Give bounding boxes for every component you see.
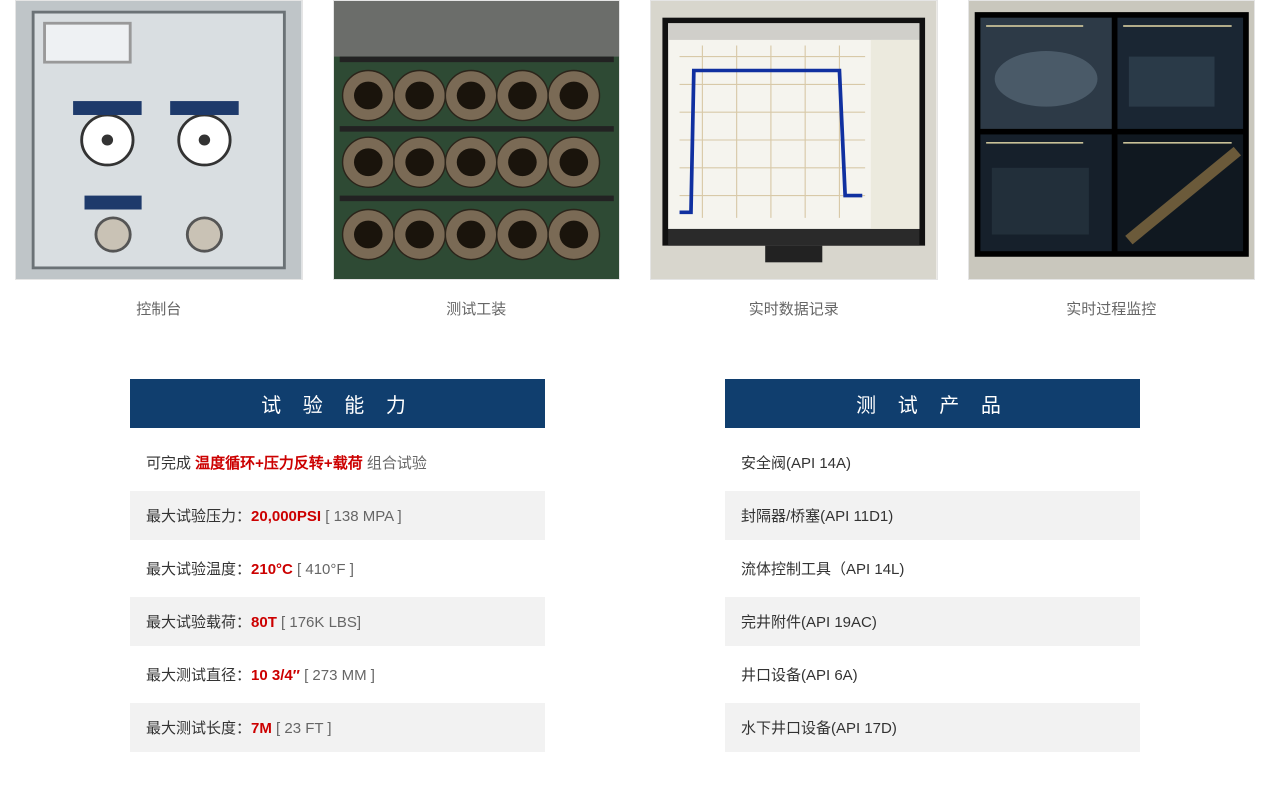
product-row: 安全阀(API 14A) bbox=[725, 438, 1140, 487]
info-columns: 试 验 能 力 可完成 温度循环+压力反转+载荷 组合试验 最大试验压力：20,… bbox=[15, 379, 1255, 786]
cap-tail: [ 176K LBS] bbox=[277, 614, 361, 631]
cap-label: 最大测试长度： bbox=[146, 720, 251, 737]
products-header: 测 试 产 品 bbox=[725, 379, 1140, 428]
cap-label: 可完成 bbox=[146, 455, 195, 472]
capability-header: 试 验 能 力 bbox=[130, 379, 545, 428]
gallery-item-monitoring: 实时过程监控 bbox=[968, 0, 1256, 319]
product-row: 井口设备(API 6A) bbox=[725, 650, 1140, 699]
thumb-control-panel bbox=[15, 0, 303, 280]
cap-label: 最大试验温度： bbox=[146, 561, 251, 578]
capability-row: 可完成 温度循环+压力反转+载荷 组合试验 bbox=[130, 438, 545, 487]
product-row: 封隔器/桥塞(API 11D1) bbox=[725, 491, 1140, 540]
caption-fixtures: 测试工装 bbox=[446, 298, 506, 319]
cap-tail: [ 273 MM ] bbox=[300, 667, 375, 684]
caption-data-record: 实时数据记录 bbox=[749, 298, 839, 319]
capability-row: 最大试验载荷：80T [ 176K LBS] bbox=[130, 597, 545, 646]
product-row: 流体控制工具（API 14L) bbox=[725, 544, 1140, 593]
caption-control-panel: 控制台 bbox=[136, 298, 181, 319]
cap-tail: [ 410°F ] bbox=[293, 561, 354, 578]
caption-monitoring: 实时过程监控 bbox=[1066, 298, 1156, 319]
capability-row: 最大测试直径：10 3/4″ [ 273 MM ] bbox=[130, 650, 545, 699]
cap-highlight: 210°C bbox=[251, 561, 293, 578]
thumb-monitoring bbox=[968, 0, 1256, 280]
thumb-data-record bbox=[650, 0, 938, 280]
cap-label: 最大测试直径： bbox=[146, 667, 251, 684]
product-row: 水下井口设备(API 17D) bbox=[725, 703, 1140, 752]
cap-highlight: 温度循环+压力反转+载荷 bbox=[195, 455, 363, 472]
thumb-fixtures bbox=[333, 0, 621, 280]
cap-highlight: 80T bbox=[251, 614, 277, 631]
cap-highlight: 10 3/4″ bbox=[251, 667, 300, 684]
gallery-item-data-record: 实时数据记录 bbox=[650, 0, 938, 319]
capability-row: 最大试验温度：210°C [ 410°F ] bbox=[130, 544, 545, 593]
cap-tail: [ 138 MPA ] bbox=[321, 508, 402, 525]
cap-highlight: 20,000PSI bbox=[251, 508, 321, 525]
capability-row: 最大试验压力：20,000PSI [ 138 MPA ] bbox=[130, 491, 545, 540]
capability-column: 试 验 能 力 可完成 温度循环+压力反转+载荷 组合试验 最大试验压力：20,… bbox=[130, 379, 545, 756]
cap-tail: [ 23 FT ] bbox=[272, 720, 332, 737]
cap-highlight: 7M bbox=[251, 720, 272, 737]
cap-label: 最大试验载荷： bbox=[146, 614, 251, 631]
cap-tail: 组合试验 bbox=[363, 455, 427, 472]
gallery-item-control-panel: 控制台 bbox=[15, 0, 303, 319]
capability-row: 最大测试长度：7M [ 23 FT ] bbox=[130, 703, 545, 752]
product-row: 完井附件(API 19AC) bbox=[725, 597, 1140, 646]
gallery-row: 控制台 bbox=[15, 0, 1255, 319]
products-column: 测 试 产 品 安全阀(API 14A) 封隔器/桥塞(API 11D1) 流体… bbox=[725, 379, 1140, 756]
cap-label: 最大试验压力： bbox=[146, 508, 251, 525]
gallery-item-fixtures: 测试工装 bbox=[333, 0, 621, 319]
